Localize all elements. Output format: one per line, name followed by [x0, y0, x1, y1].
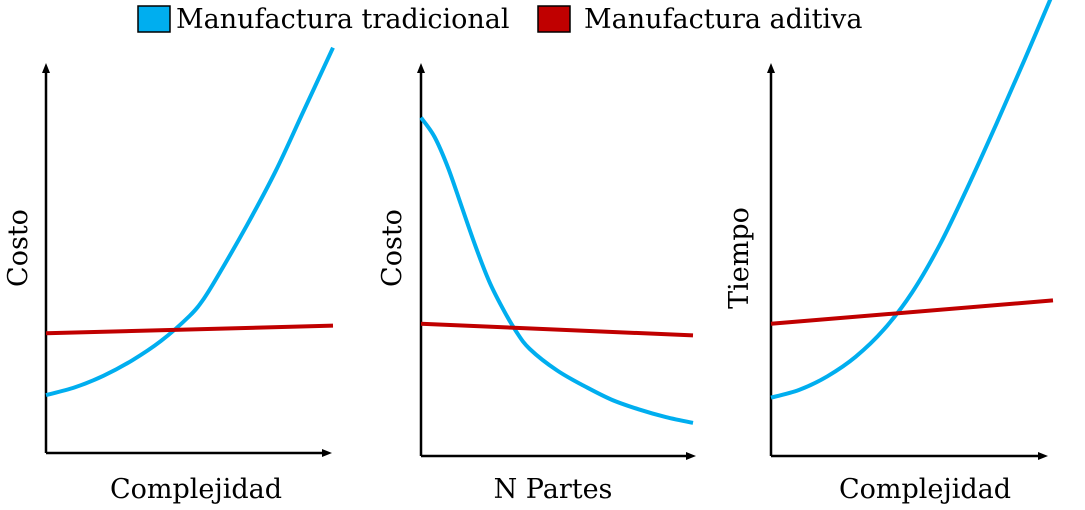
series-line-traditional: [45, 46, 335, 398]
series-line-traditional: [419, 116, 694, 425]
y-axis-label: Costo: [3, 209, 34, 287]
chart-panel-time-complexity: Complejidad Tiempo: [724, 0, 1054, 505]
y-axis-label: Costo: [377, 209, 408, 287]
legend-swatch-traditional: [137, 5, 171, 33]
y-axis-label: Tiempo: [724, 207, 755, 309]
series-line-additive: [420, 321, 694, 338]
chart-panel-cost-complexity: Complejidad Costo: [3, 46, 335, 505]
legend-label-additive: Manufactura aditiva: [584, 4, 862, 35]
series-line-additive: [45, 323, 334, 336]
series-line-additive: [770, 298, 1054, 326]
legend-label-traditional: Manufactura tradicional: [176, 4, 509, 35]
x-axis-label: N Partes: [494, 474, 613, 505]
legend-swatch-additive: [537, 5, 571, 33]
legend: Manufactura tradicional Manufactura adit…: [137, 4, 862, 35]
series-line-traditional: [770, 0, 1053, 400]
x-axis-label: Complejidad: [839, 474, 1011, 505]
x-axis-label: Complejidad: [110, 474, 282, 505]
chart-panel-cost-parts: N Partes Costo: [377, 63, 696, 505]
